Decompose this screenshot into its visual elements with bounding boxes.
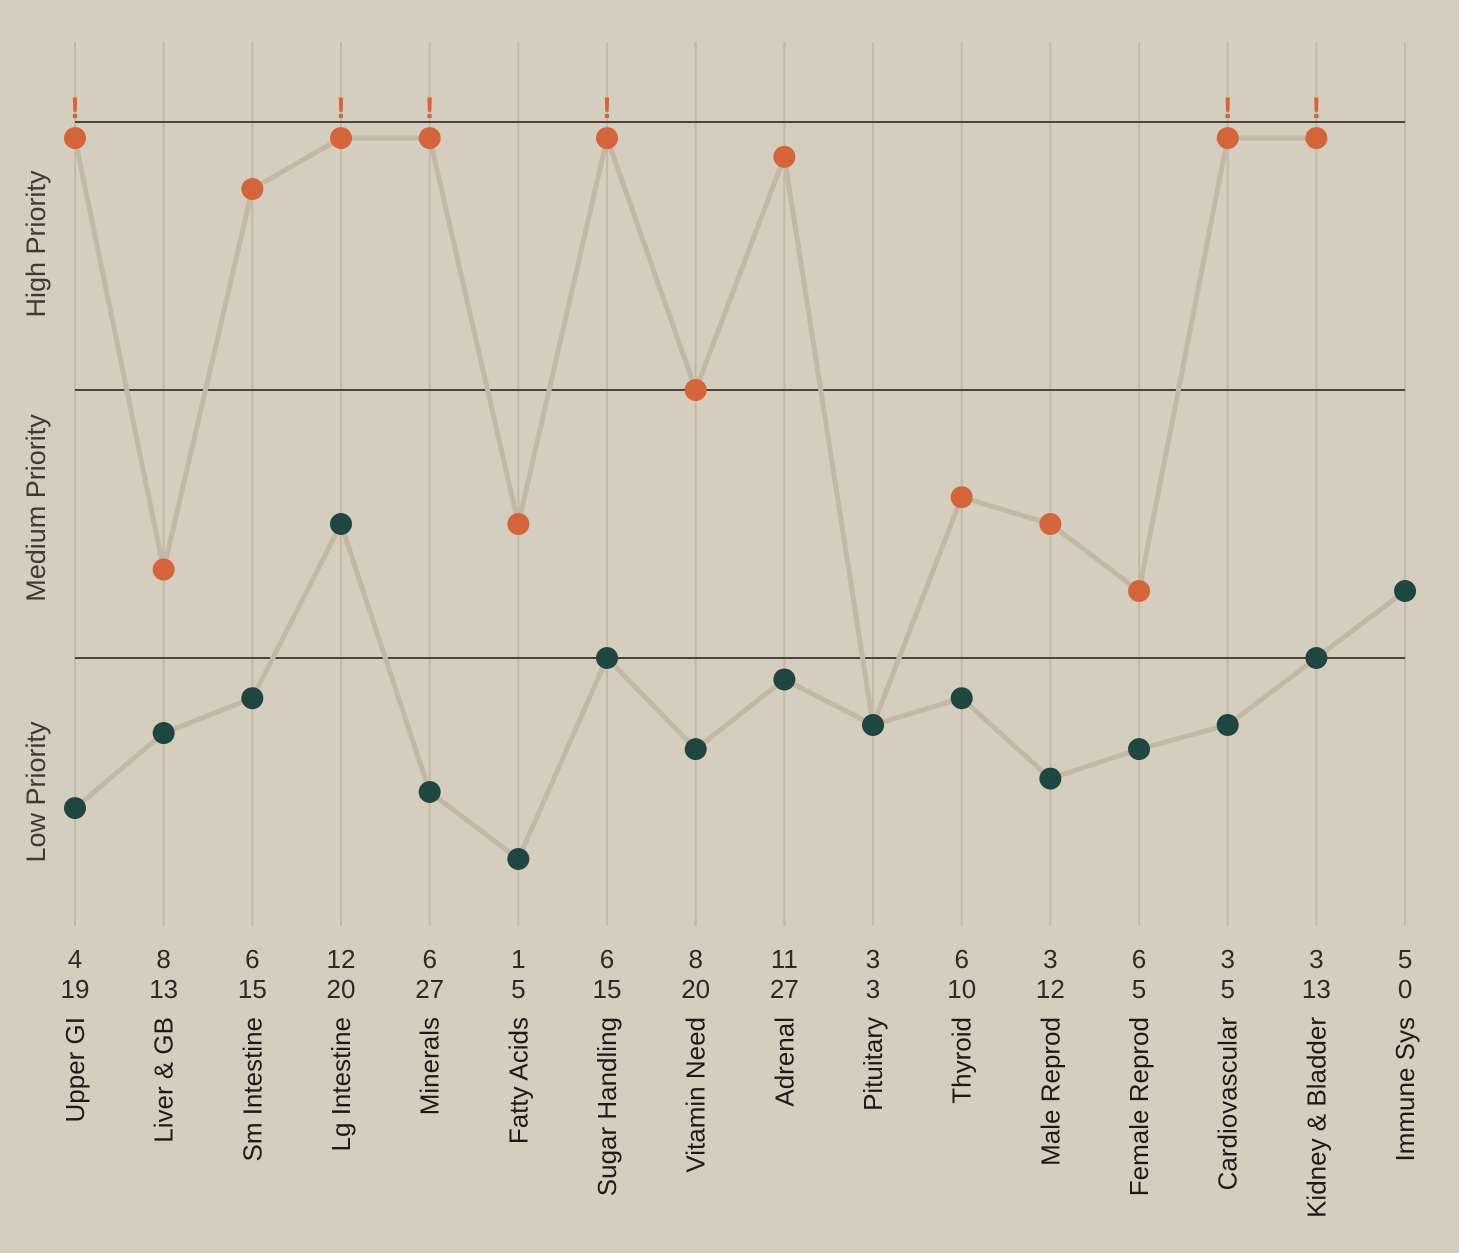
category-label-13: Cardiovascular xyxy=(1213,1017,1243,1191)
point-s0-8 xyxy=(773,145,796,168)
value-top-14: 3 xyxy=(1309,944,1323,974)
value-bottom-9: 3 xyxy=(866,974,880,1004)
vertical-gridlines xyxy=(74,42,1407,926)
alert-mark-3: ! xyxy=(336,92,346,125)
category-label-15: Immune Sys xyxy=(1390,1017,1420,1162)
value-top-1: 8 xyxy=(156,944,170,974)
category-label-9: Pituitary xyxy=(858,1017,888,1111)
value-top-12: 6 xyxy=(1132,944,1146,974)
alert-markers: !!!!!! xyxy=(70,92,1321,125)
point-s0-1 xyxy=(152,558,175,581)
point-s1-10 xyxy=(950,687,973,710)
point-s1-7 xyxy=(684,738,707,761)
point-s0-6 xyxy=(596,127,619,150)
value-top-11: 3 xyxy=(1043,944,1057,974)
category-label-6: Sugar Handling xyxy=(592,1017,622,1196)
point-s0-13 xyxy=(1216,127,1239,150)
value-top-15: 5 xyxy=(1398,944,1412,974)
point-s1-15 xyxy=(1394,580,1417,602)
point-s1-13 xyxy=(1216,714,1239,736)
point-s1-3 xyxy=(330,513,353,535)
point-s0-4 xyxy=(418,127,441,150)
value-bottom-14: 13 xyxy=(1302,974,1331,1004)
point-s0-3 xyxy=(330,127,353,150)
band-label-0: Low Priority xyxy=(21,721,51,863)
band-lines xyxy=(75,121,1406,659)
series-low-line xyxy=(73,521,1407,862)
value-bottom-5: 5 xyxy=(511,974,525,1004)
category-label-11: Male Reprod xyxy=(1035,1017,1065,1166)
category-label-0: Upper GI xyxy=(60,1017,90,1123)
point-s1-9 xyxy=(862,714,885,736)
category-label-12: Female Reprod xyxy=(1124,1017,1154,1196)
alert-mark-6: ! xyxy=(602,92,612,125)
value-bottom-15: 0 xyxy=(1398,974,1412,1004)
value-bottom-4: 27 xyxy=(415,974,444,1004)
point-s1-2 xyxy=(241,687,264,710)
value-bottom-13: 5 xyxy=(1220,974,1234,1004)
value-bottom-7: 20 xyxy=(681,974,710,1004)
value-bottom-0: 19 xyxy=(61,974,90,1004)
category-label-4: Minerals xyxy=(415,1017,445,1115)
category-label-8: Adrenal xyxy=(769,1017,799,1107)
point-s1-11 xyxy=(1039,767,1062,790)
category-label-7: Vitamin Need xyxy=(681,1017,711,1173)
point-s1-5 xyxy=(507,848,530,870)
category-label-5: Fatty Acids xyxy=(503,1017,533,1144)
connector-line xyxy=(72,135,1407,862)
point-s0-12 xyxy=(1128,580,1151,602)
point-s1-0 xyxy=(64,797,86,820)
value-bottom-11: 12 xyxy=(1036,974,1065,1004)
value-top-0: 4 xyxy=(68,944,82,974)
value-bottom-6: 15 xyxy=(593,974,622,1004)
point-s0-14 xyxy=(1305,127,1328,150)
point-s0-5 xyxy=(507,513,530,535)
point-s1-8 xyxy=(773,668,796,691)
value-top-13: 3 xyxy=(1220,944,1234,974)
point-s1-6 xyxy=(596,647,619,669)
alert-mark-14: ! xyxy=(1311,92,1321,125)
band-label-2: High Priority xyxy=(21,170,51,318)
data-points xyxy=(64,127,1417,870)
category-labels: Upper GI Liver & GB Sm Intestine Lg Intesti… xyxy=(60,1017,1420,1218)
point-s0-2 xyxy=(241,178,264,200)
point-s0-0 xyxy=(64,127,86,150)
value-bottom-8: 27 xyxy=(770,974,799,1004)
point-s1-1 xyxy=(152,722,175,745)
alert-mark-13: ! xyxy=(1223,92,1233,125)
value-bottom-10: 10 xyxy=(947,974,976,1004)
band-label-1: Medium Priority xyxy=(21,414,51,602)
value-labels: 4198136151220627156158201127336103126535… xyxy=(61,944,1413,1004)
value-top-7: 8 xyxy=(688,944,702,974)
value-top-9: 3 xyxy=(866,944,880,974)
category-label-14: Kidney & Bladder xyxy=(1301,1017,1331,1218)
value-top-5: 1 xyxy=(511,944,525,974)
point-s1-14 xyxy=(1305,647,1328,669)
point-s0-7 xyxy=(684,379,707,401)
value-bottom-2: 15 xyxy=(238,974,267,1004)
point-s0-10 xyxy=(950,486,973,509)
point-s0-11 xyxy=(1039,513,1062,535)
value-top-8: 11 xyxy=(771,944,798,974)
value-bottom-12: 5 xyxy=(1132,974,1146,1004)
point-s1-12 xyxy=(1128,738,1151,761)
category-label-1: Liver & GB xyxy=(149,1017,179,1143)
alert-mark-0: ! xyxy=(70,92,80,125)
band-labels: Low Priority Medium Priority High Priority xyxy=(21,170,51,863)
value-top-10: 6 xyxy=(954,944,968,974)
category-label-10: Thyroid xyxy=(947,1017,977,1104)
category-label-2: Sm Intestine xyxy=(237,1017,267,1162)
value-top-4: 6 xyxy=(422,944,436,974)
value-bottom-1: 13 xyxy=(149,974,178,1004)
value-top-2: 6 xyxy=(245,944,259,974)
category-label-3: Lg Intestine xyxy=(326,1017,356,1151)
alert-mark-4: ! xyxy=(425,92,435,125)
value-top-6: 6 xyxy=(600,944,614,974)
point-s1-4 xyxy=(418,781,441,803)
value-bottom-3: 20 xyxy=(327,974,356,1004)
value-top-3: 12 xyxy=(327,944,356,974)
